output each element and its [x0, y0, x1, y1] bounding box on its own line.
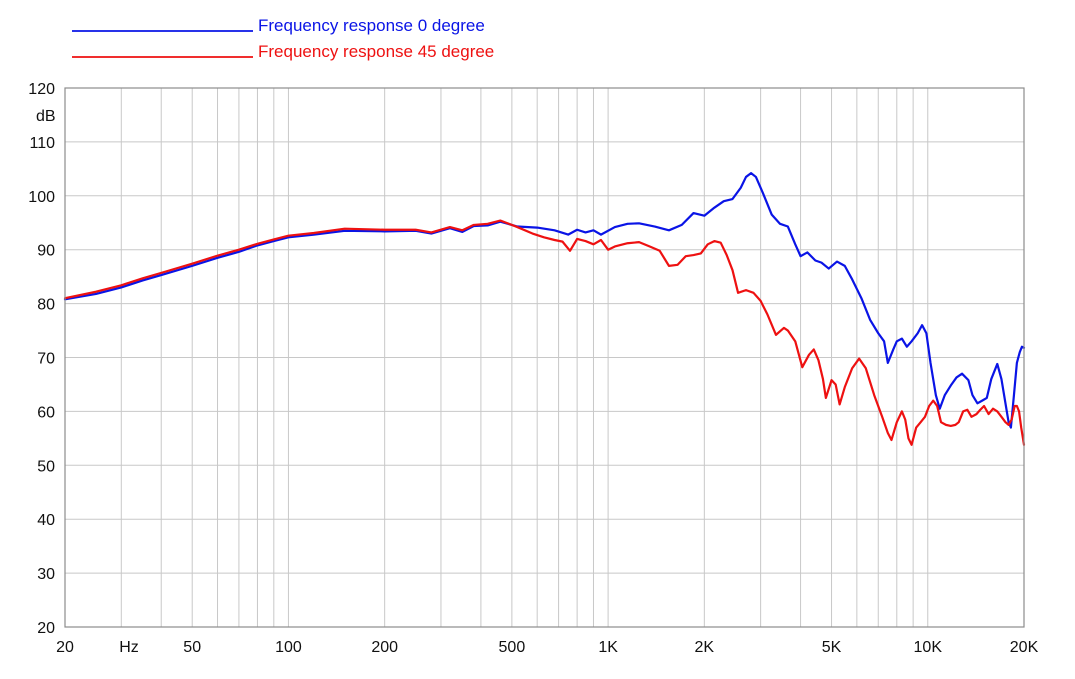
- legend: Frequency response 0 degree Frequency res…: [72, 16, 494, 61]
- y-tick-label: 70: [37, 351, 55, 368]
- x-tick-label: 20K: [1010, 639, 1039, 656]
- x-tick-label: 50: [183, 639, 201, 656]
- x-tick-label: 1K: [598, 639, 618, 656]
- y-tick-label: 20: [37, 620, 55, 637]
- x-tick-label: 100: [275, 639, 302, 656]
- plot-frame: [64, 87, 1025, 628]
- x-tick-label: 200: [371, 639, 398, 656]
- y-tick-label: 110: [29, 135, 55, 152]
- y-tick-label: 120: [28, 81, 55, 98]
- x-tick-label: 5K: [822, 639, 842, 656]
- x-tick-label: 20: [56, 639, 74, 656]
- y-tick-label: 90: [37, 243, 55, 260]
- y-tick-label: 100: [28, 189, 55, 206]
- y-axis-unit-label: dB: [36, 108, 56, 125]
- x-tick-label: 2K: [695, 639, 715, 656]
- x-axis-unit-label: Hz: [119, 639, 139, 656]
- legend-label: Frequency response 45 degree: [258, 42, 494, 61]
- x-tick-label: 10K: [914, 639, 943, 656]
- y-tick-label: 30: [37, 566, 55, 583]
- y-tick-label: 60: [37, 404, 55, 421]
- series-line-0: [63, 172, 1026, 429]
- x-axis-ticks: 20 50 100 200 500 1K 2K 5K 10K 20K: [56, 639, 1038, 656]
- grid: [64, 87, 1025, 628]
- series-layer: [63, 172, 1026, 446]
- y-tick-label: 50: [37, 458, 55, 475]
- y-axis-ticks: 20 30 40 50 60 70 80 90 100 110 120: [28, 81, 55, 637]
- series-line-1: [63, 219, 1026, 446]
- legend-label: Frequency response 0 degree: [258, 16, 485, 35]
- y-tick-label: 80: [37, 297, 55, 314]
- y-tick-label: 40: [37, 512, 55, 529]
- x-tick-label: 500: [499, 639, 526, 656]
